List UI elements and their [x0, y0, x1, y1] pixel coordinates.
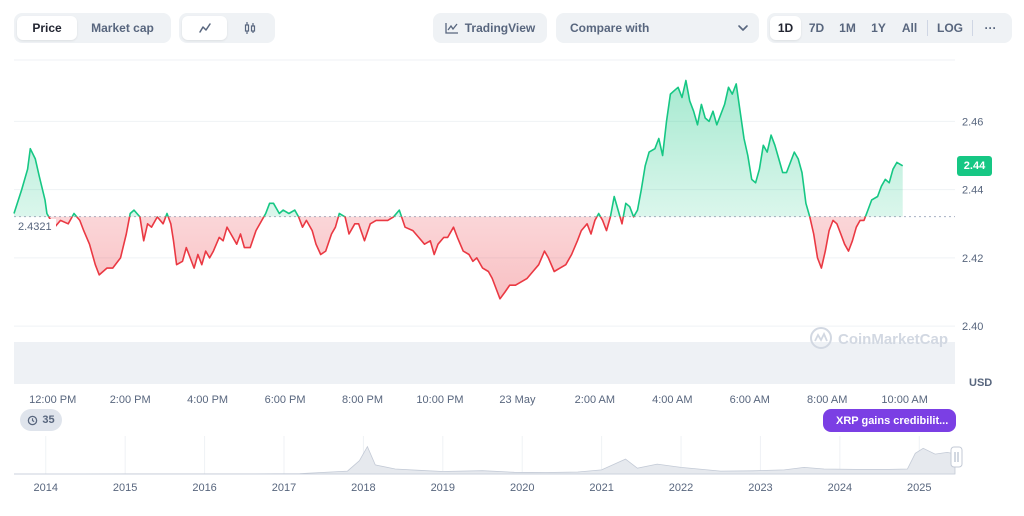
tradingview-icon	[445, 23, 458, 34]
navigator-x-axis: 2014 2015 2016 2017 2018 2019 2020 2021 2022 2023…	[34, 482, 932, 494]
chevron-down-icon	[738, 25, 748, 31]
x-tick-label: 12:00 PM	[29, 394, 76, 406]
price-line-positive	[13, 79, 904, 217]
price-area-negative	[48, 216, 866, 299]
y-tick-label: 2.42	[962, 253, 983, 265]
watermark: CoinMarketCap	[810, 327, 948, 349]
navigator-x-tick-label: 2022	[669, 482, 693, 494]
news-pill[interactable]: XRP gains credibilit...	[823, 409, 956, 432]
x-tick-label: 8:00 AM	[807, 394, 847, 406]
x-axis: 12:00 PM 2:00 PM 4:00 PM 6:00 PM 8:00 PM 10:0…	[29, 394, 928, 406]
range-1d-button[interactable]: 1D	[770, 16, 801, 40]
price-line-negative	[47, 216, 867, 300]
range-7d-button[interactable]: 7D	[808, 21, 825, 35]
x-tick-label: 23 May	[499, 394, 536, 406]
compare-with-dropdown[interactable]: Compare with	[556, 13, 759, 43]
coinmarketcap-logo-mark	[814, 331, 828, 342]
line-chart-icon	[198, 23, 211, 33]
price-marketcap-toggle: Price Market cap	[14, 13, 171, 43]
log-scale-button[interactable]: LOG	[937, 21, 963, 35]
price-chart[interactable]: CoinMarketCap 2.40 2.42 2.44 2.46 12:00 PM 2…	[0, 50, 1024, 420]
navigator-x-tick-label: 2018	[351, 482, 375, 494]
navigator-x-tick-label: 2023	[748, 482, 772, 494]
grid-lines	[14, 59, 955, 327]
navigator-x-tick-label: 2025	[907, 482, 931, 494]
y-tick-label: 2.44	[962, 185, 983, 197]
x-tick-label: 4:00 PM	[187, 394, 228, 406]
y-tick-label: 2.40	[962, 321, 983, 333]
range-1m-button[interactable]: 1M	[839, 21, 856, 35]
range-1y-button[interactable]: 1Y	[871, 21, 886, 35]
tradingview-label: TradingView	[464, 21, 536, 35]
current-price-badge: 2.44	[957, 156, 992, 176]
navigator-x-tick-label: 2020	[510, 482, 534, 494]
x-tick-label: 6:00 PM	[265, 394, 306, 406]
history-clock-icon	[28, 415, 38, 425]
navigator-x-tick-label: 2021	[589, 482, 613, 494]
navigator-x-tick-label: 2016	[192, 482, 216, 494]
navigator-handle[interactable]	[950, 446, 963, 468]
coinmarketcap-logo-icon	[810, 327, 832, 349]
x-tick-label: 10:00 PM	[416, 394, 463, 406]
navigator-x-tick-label: 2019	[431, 482, 455, 494]
x-tick-label: 4:00 AM	[652, 394, 692, 406]
market-cap-tab[interactable]: Market cap	[91, 21, 154, 35]
chart-type-toggle	[179, 13, 275, 43]
candlestick-chart-button[interactable]	[227, 16, 272, 40]
navigator-x-tick-label: 2014	[34, 482, 58, 494]
x-tick-label: 2:00 AM	[575, 394, 615, 406]
more-options-button[interactable]: ···	[984, 21, 997, 35]
currency-label: USD	[969, 377, 992, 389]
toolbar-divider	[927, 20, 928, 36]
x-tick-label: 10:00 AM	[881, 394, 927, 406]
candlestick-icon	[244, 22, 255, 34]
events-count: 35	[42, 414, 55, 426]
x-tick-label: 2:00 PM	[110, 394, 151, 406]
price-tab[interactable]: Price	[17, 16, 77, 40]
news-text: XRP gains credibilit...	[836, 414, 949, 427]
volume-band	[14, 342, 955, 384]
toolbar-divider	[972, 20, 973, 36]
line-chart-button[interactable]	[182, 16, 227, 40]
compare-with-label: Compare with	[570, 21, 650, 35]
navigator-x-tick-label: 2017	[272, 482, 296, 494]
time-range-selector: 1D 7D 1M 1Y All LOG ···	[767, 13, 1012, 43]
watermark-text: CoinMarketCap	[838, 331, 948, 348]
range-all-button[interactable]: All	[901, 21, 918, 35]
navigator-x-tick-label: 2015	[113, 482, 137, 494]
reference-price-label: 2.4321	[14, 219, 56, 235]
navigator-area	[14, 445, 956, 475]
x-tick-label: 6:00 AM	[730, 394, 770, 406]
history-navigator[interactable]: 2014 2015 2016 2017 2018 2019 2020 2021 2022 2023…	[0, 428, 1024, 516]
events-badge[interactable]: 35	[20, 409, 62, 431]
navigator-x-tick-label: 2024	[828, 482, 852, 494]
y-tick-label: 2.46	[962, 116, 983, 128]
x-tick-label: 8:00 PM	[342, 394, 383, 406]
y-axis: 2.40 2.42 2.44 2.46	[962, 116, 983, 333]
price-area-positive	[14, 80, 903, 217]
tradingview-button[interactable]: TradingView	[433, 13, 547, 43]
